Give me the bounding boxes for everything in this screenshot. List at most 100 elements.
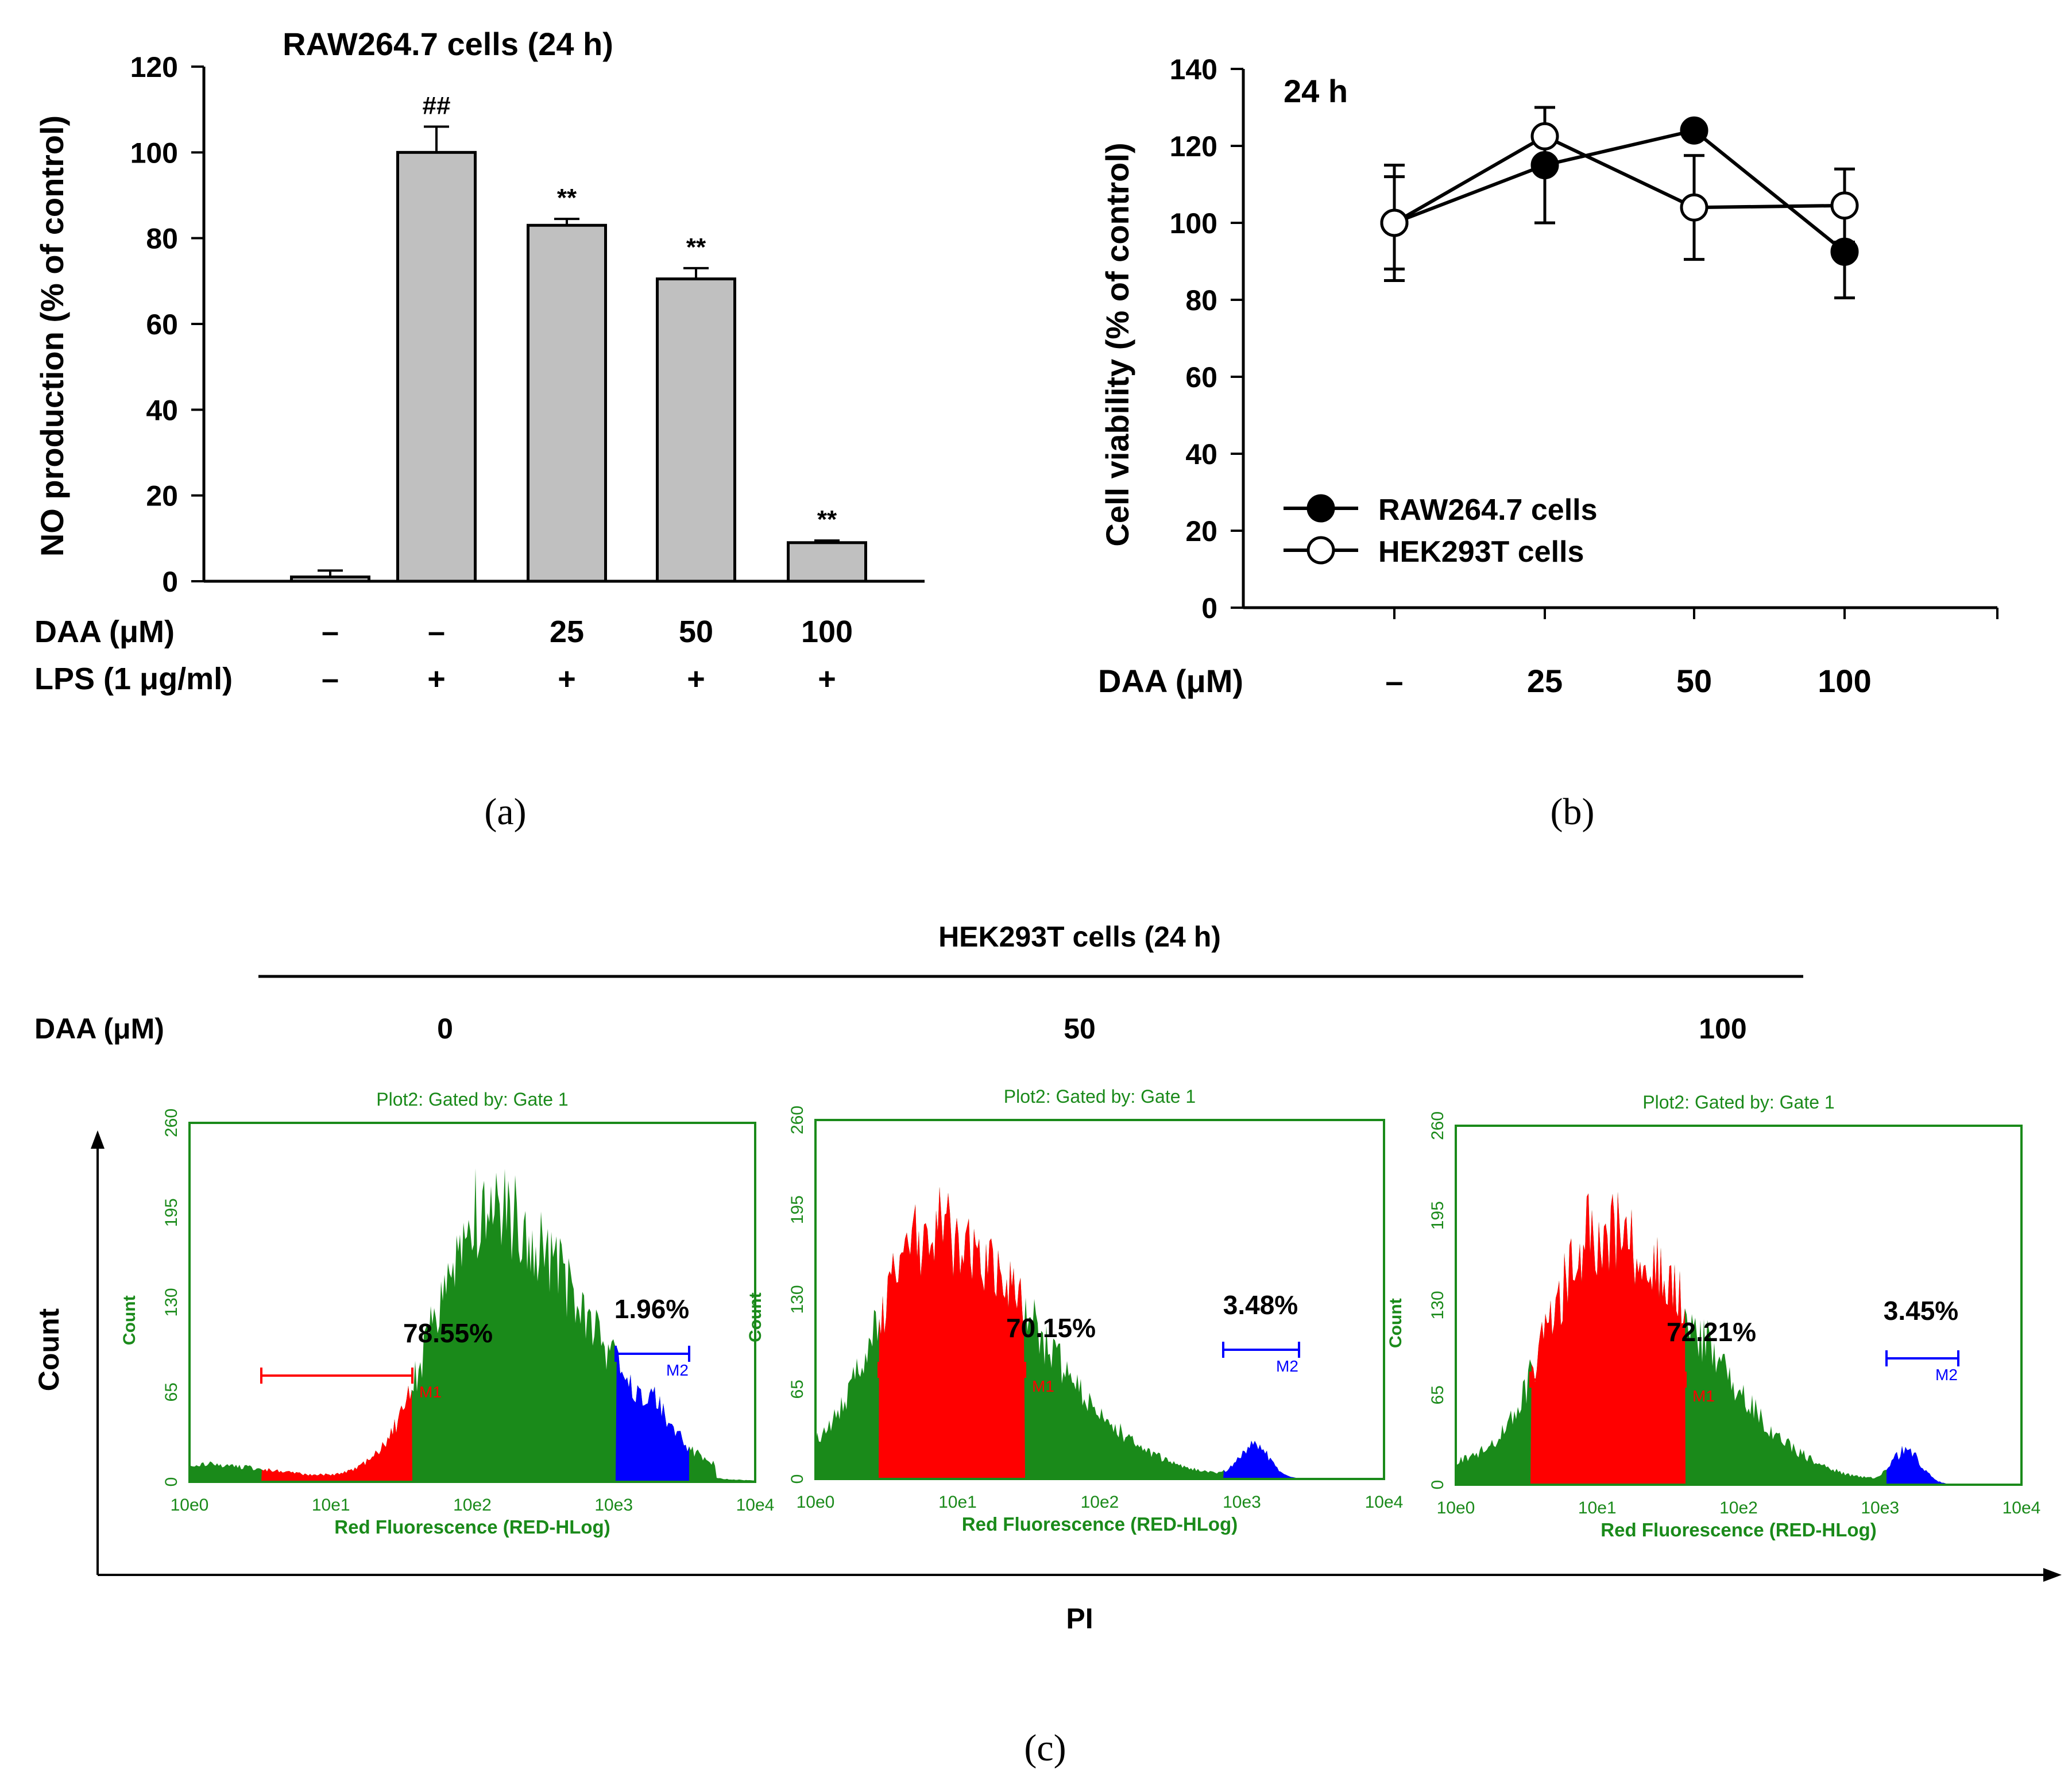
hek293t-point	[1380, 208, 1409, 237]
m1-percent: 78.55%	[403, 1318, 493, 1348]
m1-label: M1	[419, 1383, 442, 1401]
x-tick-label: 10e0	[171, 1496, 209, 1515]
x-tick-label: 10e2	[453, 1496, 492, 1515]
daa-category: 25	[550, 615, 584, 649]
y-tick-label: 65	[162, 1382, 181, 1401]
panel-b-ylabel: Cell viability (% of control)	[1099, 142, 1135, 546]
significance-label: **	[817, 505, 837, 534]
plot-title: Plot2: Gated by: Gate 1	[376, 1089, 568, 1110]
daa-category: 100	[801, 615, 853, 649]
panel-b-legend: RAW264.7 cells HEK293T cells	[1284, 493, 1598, 569]
y-tick-label: 80	[146, 223, 178, 255]
histogram-50: Plot2: Gated by: Gate 1 0 65 130 195 260 Count…	[746, 1086, 1403, 1535]
pi-arrowhead	[2043, 1568, 2062, 1582]
panel-c-xlabel: PI	[1066, 1602, 1093, 1635]
dose-label-100: 100	[1699, 1013, 1746, 1045]
series-line	[1393, 134, 1845, 225]
y-tick-label: 130	[162, 1288, 181, 1316]
x-tick-label: 10e0	[1437, 1499, 1475, 1517]
inner-xlabel: Red Fluorescence (RED-HLog)	[334, 1516, 610, 1538]
m1-label: M1	[1032, 1377, 1054, 1395]
y-tick-label: 40	[146, 394, 178, 426]
plot-frame	[1455, 1125, 2023, 1486]
m2-percent: 3.45%	[1884, 1296, 1958, 1326]
y-tick-label: 40	[1185, 438, 1217, 470]
bar	[787, 541, 867, 583]
lps-category: +	[558, 662, 576, 696]
raw264-point	[1680, 116, 1708, 145]
x-tick-label: 10e2	[1081, 1493, 1119, 1512]
x-tick-label: 10e0	[797, 1493, 835, 1512]
plot-title: Plot2: Gated by: Gate 1	[1004, 1086, 1196, 1107]
m2-label: M2	[666, 1361, 689, 1379]
y-tick-label: 0	[162, 1477, 181, 1487]
x-tick-label: 10e3	[594, 1496, 633, 1515]
panel-c-title: HEK293T cells (24 h)	[938, 921, 1221, 953]
panel-a-y-axis: 0 20 40 60 80 100 120	[130, 51, 204, 598]
x-category: 50	[1676, 663, 1712, 699]
y-tick-label: 0	[788, 1474, 807, 1484]
inner-xlabel: Red Fluorescence (RED-HLog)	[1601, 1519, 1876, 1540]
y-tick-label: 80	[1185, 284, 1217, 316]
y-tick-label: 195	[1428, 1201, 1447, 1230]
y-tick-label: 20	[146, 480, 178, 512]
y-tick-label: 120	[130, 51, 178, 83]
y-tick-label: 260	[1428, 1111, 1447, 1140]
panel-c-letter: (c)	[1024, 1727, 1066, 1769]
y-tick-label: 130	[1428, 1291, 1447, 1319]
y-tick-label: 0	[1428, 1480, 1447, 1490]
panel-a-ylabel: NO production (% of control)	[34, 115, 70, 557]
x-tick-label: 10e1	[938, 1493, 977, 1512]
m1-label: M1	[1692, 1387, 1715, 1405]
m2-label: M2	[1276, 1357, 1298, 1375]
panel-a-bars: ## ** ** **	[290, 92, 867, 583]
series-line	[1393, 128, 1846, 253]
legend-open-marker	[1306, 536, 1335, 565]
y-tick-label: 65	[1428, 1385, 1447, 1404]
x-tick-label: 10e2	[1719, 1499, 1758, 1517]
panel-b-letter: (b)	[1551, 791, 1595, 833]
hek293t-point	[1530, 122, 1559, 150]
y-tick-label: 195	[788, 1195, 807, 1224]
legend-filled-marker	[1306, 494, 1335, 523]
panel-a-row-label-lps: LPS (1 μg/ml)	[34, 662, 233, 696]
x-category: –	[1385, 663, 1403, 699]
histogram-100: Plot2: Gated by: Gate 1 0 65 130 195 260 Count…	[1386, 1092, 2040, 1540]
panel-a: RAW264.7 cells (24 h) NO production (% o…	[34, 26, 925, 833]
panel-c: HEK293T cells (24 h) DAA (μM) 0 50 100 C…	[33, 921, 2062, 1769]
panel-b-series	[1380, 106, 1998, 619]
legend-raw264-label: RAW264.7 cells	[1378, 493, 1598, 527]
y-tick-label: 130	[788, 1285, 807, 1314]
histogram-green-area	[190, 1168, 755, 1482]
inner-ylabel: Count	[120, 1295, 139, 1345]
x-tick-label: 10e3	[1223, 1493, 1261, 1512]
lps-category: +	[818, 662, 836, 696]
x-tick-label: 10e3	[1861, 1499, 1899, 1517]
x-tick-label: 10e4	[2003, 1499, 2041, 1517]
panel-b-y-axis: 0 20 40 60 80 100 120 140	[1170, 53, 1243, 624]
inner-xlabel: Red Fluorescence (RED-HLog)	[962, 1513, 1238, 1535]
panel-a-letter: (a)	[484, 791, 526, 833]
panel-b-title: 24 h	[1284, 73, 1348, 109]
histogram-0: Plot2: Gated by: Gate 1 0 65 130 195 260 Count…	[120, 1089, 774, 1538]
m1-percent: 72.21%	[1667, 1317, 1756, 1347]
y-tick-label: 120	[1170, 130, 1217, 163]
bar	[527, 223, 607, 583]
panel-a-categories: – – – +25 +50 +100 +	[322, 615, 853, 696]
dose-label-50: 50	[1064, 1013, 1096, 1045]
m1-gated-area	[1530, 1192, 1686, 1485]
inner-ylabel: Count	[746, 1292, 765, 1342]
hek293t-point	[1680, 193, 1708, 222]
y-tick-label: 0	[162, 566, 178, 598]
daa-category: –	[428, 615, 445, 649]
dose-label-0: 0	[437, 1013, 453, 1045]
panel-a-row-label-daa: DAA (μM)	[34, 615, 175, 649]
panel-c-ylabel: Count	[33, 1308, 65, 1391]
plot-frame	[188, 1122, 756, 1483]
x-category: 25	[1527, 663, 1563, 699]
legend-hek293t-label: HEK293T cells	[1378, 535, 1584, 569]
m1-gated-area	[879, 1187, 1025, 1479]
y-tick-label: 100	[130, 137, 178, 169]
inner-ylabel: Count	[1386, 1298, 1405, 1348]
